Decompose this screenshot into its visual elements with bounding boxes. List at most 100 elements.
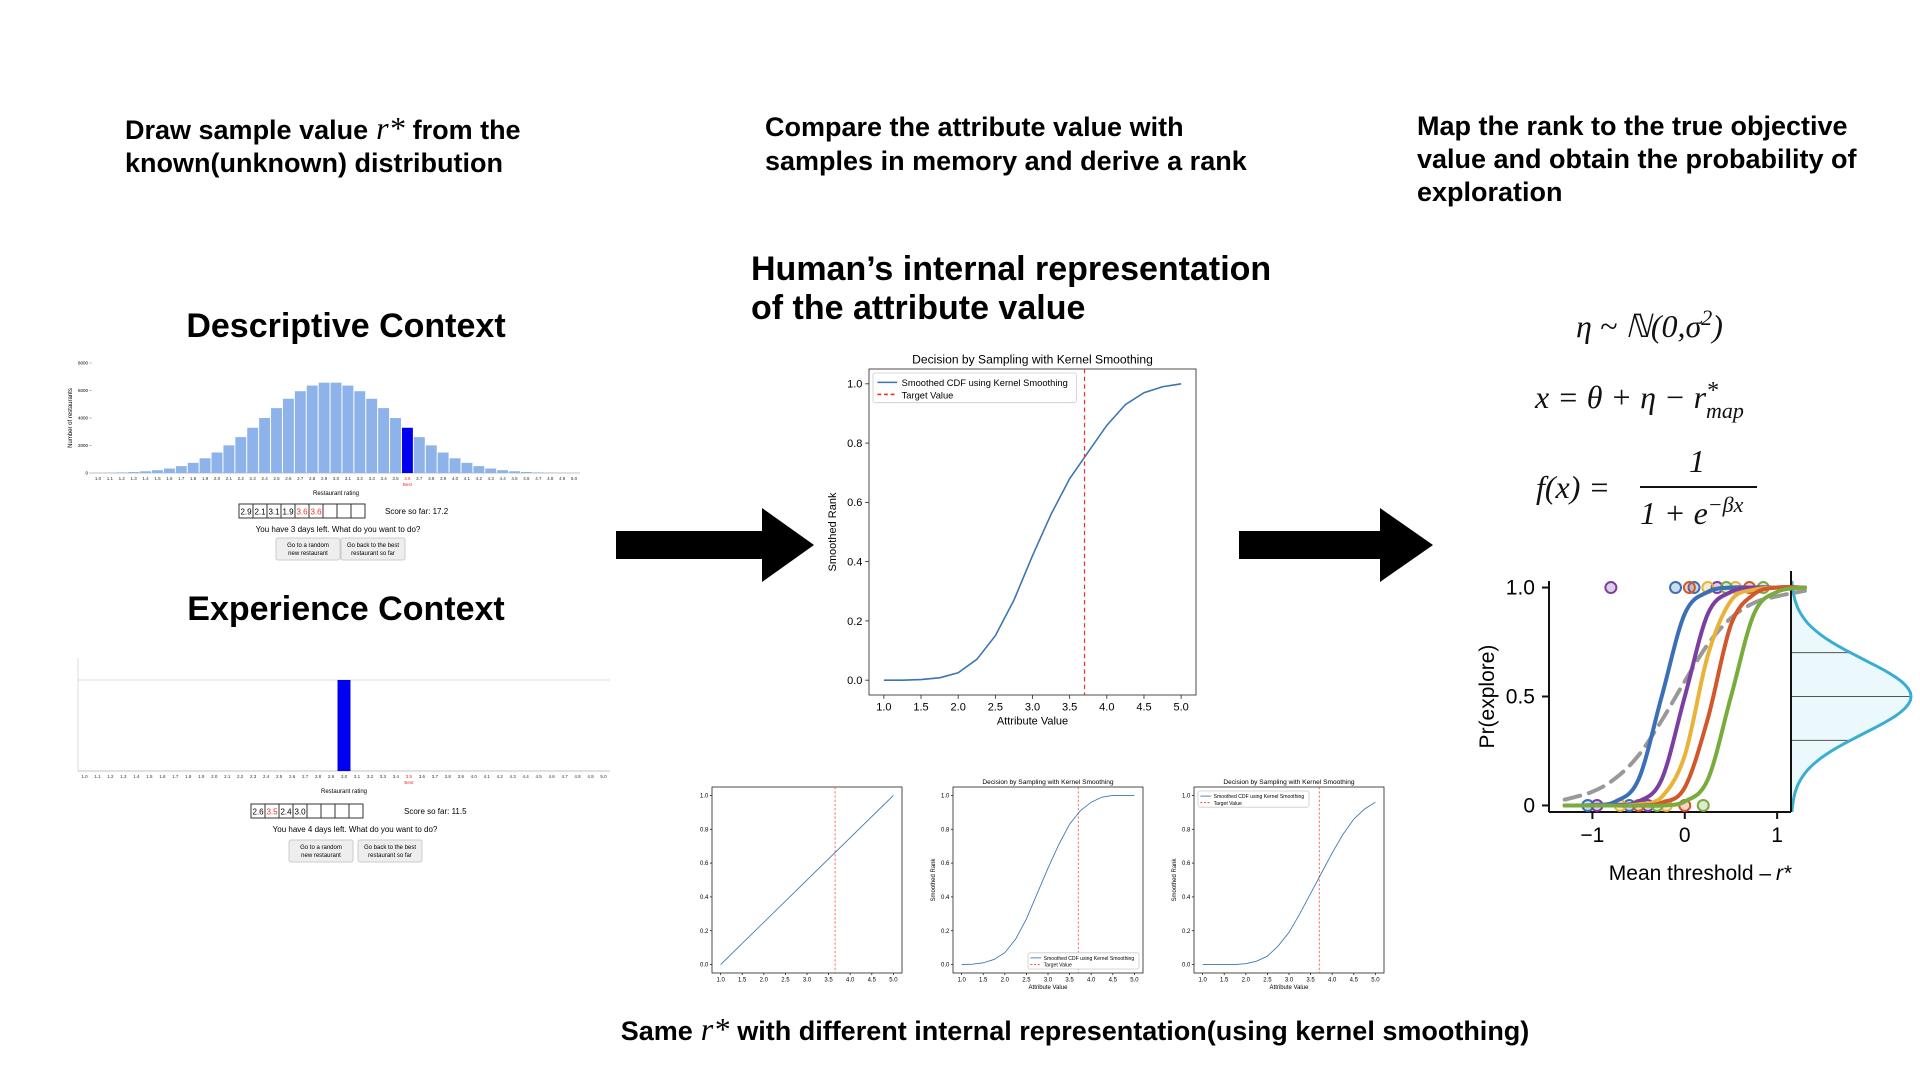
bar: [473, 466, 485, 473]
x-tick-label: 4.7: [535, 476, 542, 481]
x-tick-label: 5.0: [1173, 701, 1188, 713]
y-tick-label: 0.0: [700, 963, 709, 969]
x-axis-label: Restaurant rating: [313, 491, 359, 497]
bar: [532, 472, 544, 473]
x-tick-label: 4.1: [464, 476, 471, 481]
formula-sup: −βx: [1708, 492, 1744, 517]
memory-slot: [336, 503, 352, 519]
x-tick-label: 4.5: [1136, 701, 1151, 713]
x-tick-label: 1.5: [146, 774, 153, 779]
x-tick-label: 4.1: [484, 774, 491, 779]
caption-part: Same: [621, 1016, 693, 1046]
y-tick-label: 8000: [78, 361, 89, 366]
memory-slot: [334, 803, 350, 819]
bar: [223, 445, 235, 473]
bar: [175, 466, 187, 473]
memory-slot: [320, 803, 336, 819]
y-tick-label: 4000: [78, 416, 89, 421]
x-tick-label: 4.5: [511, 476, 518, 481]
outcome-point: [1604, 581, 1618, 595]
sample-bar: [337, 680, 351, 771]
x-tick-label: 1.0: [957, 977, 966, 983]
x-tick-label: 2.4: [261, 476, 268, 481]
cdf-line: [883, 383, 1182, 681]
x-tick-label: 3.2: [367, 774, 374, 779]
y-tick-label: 0.6: [847, 497, 862, 509]
legend-label: Smoothed CDF using Kernel Smoothing: [1044, 956, 1135, 962]
bar: [235, 437, 247, 473]
x-tick-label: 3.5: [392, 476, 399, 481]
formula: η ~ ℕ(0,σ2): [1576, 305, 1723, 344]
plot-frame: [1193, 786, 1385, 974]
x-axis-label: Restaurant rating: [321, 789, 367, 795]
cdf-line: [720, 795, 894, 965]
legend-box: [872, 372, 1077, 404]
formula: x = θ + η − r* map: [1534, 378, 1744, 423]
formula-part: ): [1710, 308, 1723, 344]
y-tick-label: 0.6: [1182, 861, 1191, 867]
best-label: Best: [404, 780, 414, 785]
x-tick-label: 5.0: [600, 774, 607, 779]
x-tick-label: 4.5: [868, 977, 877, 983]
x-tick-label: 1.7: [172, 774, 179, 779]
cdf-line: [961, 795, 1135, 965]
y-tick-label: 0.6: [700, 861, 709, 867]
memory-slot: [306, 803, 322, 819]
y-axis-label: Number of restaurants: [68, 388, 74, 448]
button-label: Go back to the best: [347, 543, 399, 549]
x-tick-label: 3.8: [445, 774, 452, 779]
x-tick-label: 2.7: [297, 476, 304, 481]
button: [275, 537, 341, 561]
step1-title-line: known(unknown) distribution: [125, 148, 503, 178]
button: [357, 839, 423, 863]
memory-value: 3.1: [268, 508, 280, 517]
bar: [330, 382, 342, 473]
bar: [294, 391, 306, 473]
x-tick-label: 2.7: [302, 774, 309, 779]
legend-label: Target Value: [1214, 801, 1242, 807]
y-tick-label: 0.2: [847, 616, 862, 628]
x-tick-label: 3.5: [1306, 977, 1315, 983]
memory-value: 2.9: [240, 508, 252, 517]
x-tick-label: 4.2: [476, 476, 483, 481]
x-tick-label: 5.0: [1130, 977, 1139, 983]
x-tick-label: 1.5: [913, 701, 928, 713]
memory-slot: [350, 503, 366, 519]
bar: [152, 470, 163, 473]
plot-frame: [868, 368, 1197, 696]
bar: [449, 458, 461, 473]
x-axis-label: Attribute Value: [1270, 985, 1310, 991]
x-tick-label: 0: [1679, 824, 1691, 847]
y-tick-label: 2000: [78, 443, 89, 448]
legend-label: Smoothed CDF using Kernel Smoothing: [902, 378, 1068, 388]
x-tick-label: 2.5: [781, 977, 790, 983]
bar: [390, 418, 401, 473]
x-tick-label: 1.7: [178, 476, 185, 481]
bar: [187, 462, 199, 473]
memory-value: 2.1: [254, 508, 266, 517]
x-tick-label: 4.5: [536, 774, 543, 779]
label-part: Mean threshold –: [1609, 862, 1772, 885]
bar: [485, 468, 497, 473]
x-tick-label: 1.0: [716, 977, 725, 983]
x-tick-label: 1.6: [159, 774, 166, 779]
y-tick-label: 0.5: [1506, 686, 1535, 709]
x-tick-label: 4.3: [510, 774, 517, 779]
memory-slot: [322, 503, 338, 519]
step3-title-line: value and obtain the probability of: [1417, 144, 1858, 174]
plot-frame: [952, 786, 1144, 974]
y-tick-label: 0.2: [941, 929, 950, 935]
x-axis-label: Attribute Value: [1029, 985, 1069, 991]
formula-sub: map: [1706, 398, 1744, 423]
x-tick-label: 5.0: [571, 476, 578, 481]
legend-box: [1027, 952, 1140, 970]
memory-value: 3.0: [294, 808, 306, 817]
x-tick-label: 3.4: [393, 774, 400, 779]
y-tick-label: 0.0: [1182, 963, 1191, 969]
bar: [306, 385, 318, 473]
x-tick-label: 1.2: [119, 476, 126, 481]
x-tick-label: 4.0: [1087, 977, 1096, 983]
y-tick-label: 0: [85, 471, 88, 476]
x-tick-label: 3.7: [432, 774, 439, 779]
